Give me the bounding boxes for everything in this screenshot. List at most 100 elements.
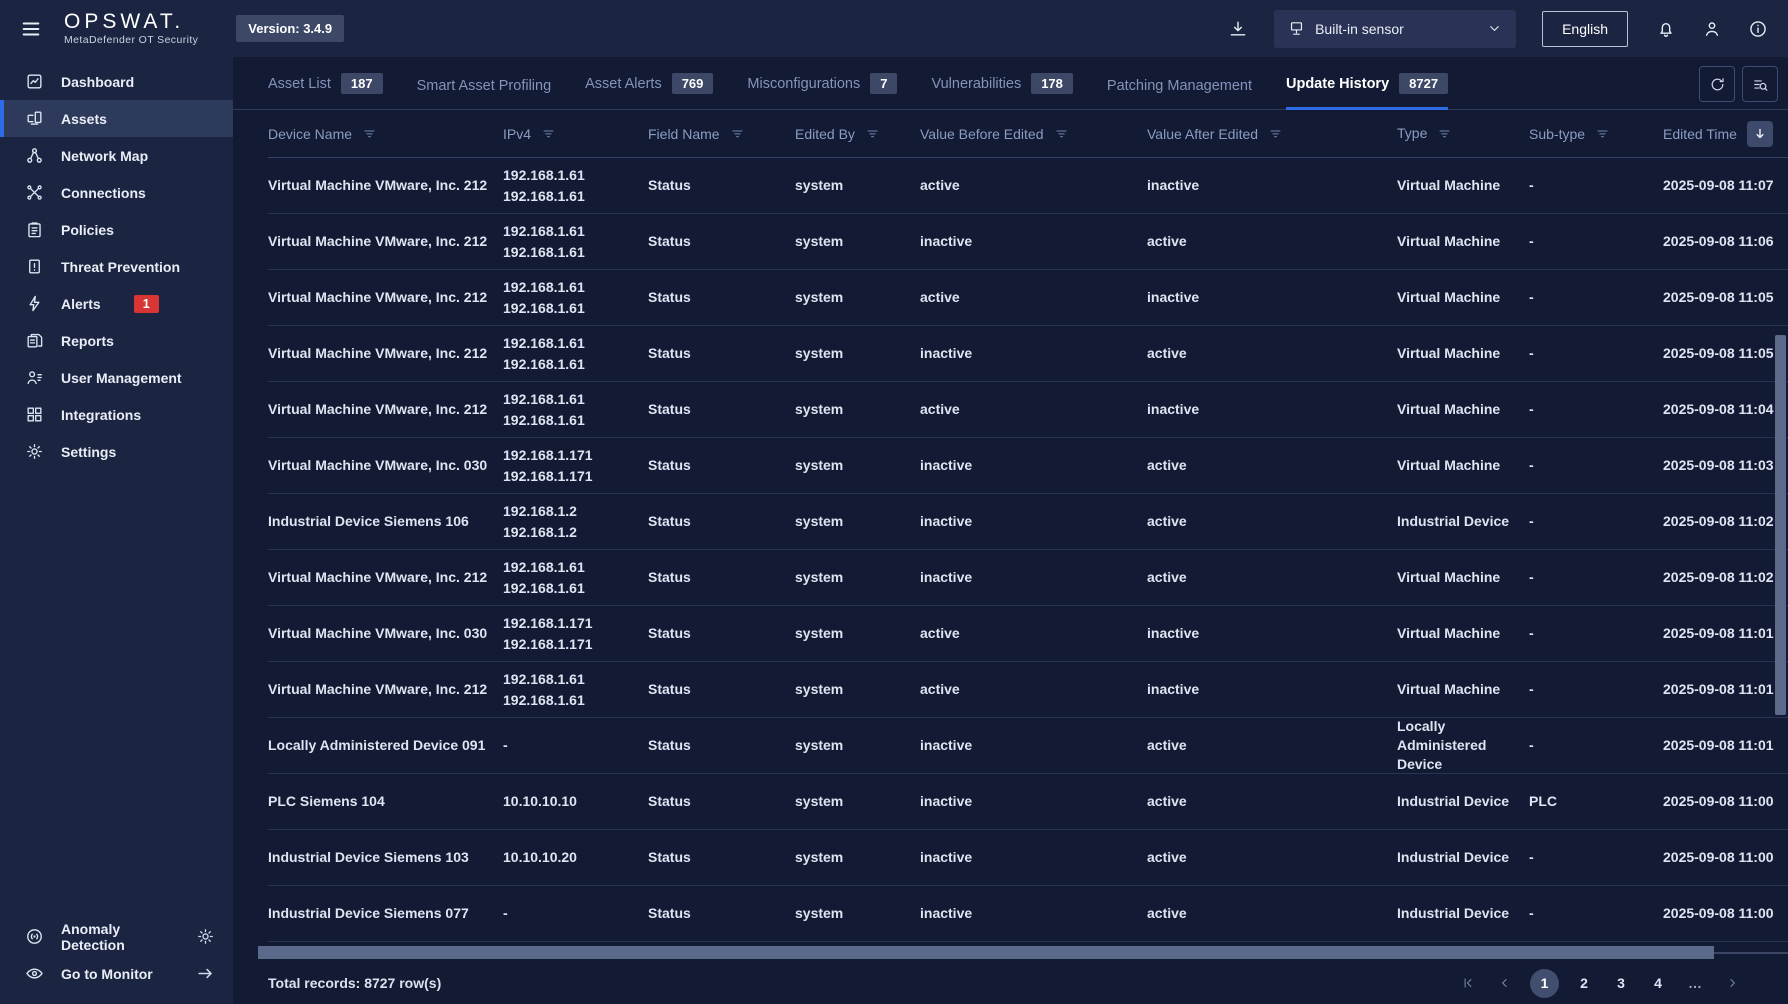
sidebar-item-go-to-monitor[interactable]: Go to Monitor [0,955,233,992]
sidebar-item-reports[interactable]: Reports [0,322,233,359]
cell-before: inactive [920,512,973,529]
gear-icon[interactable] [196,927,215,946]
first-page-button[interactable] [1456,969,1480,997]
cell-ip: - [503,735,648,756]
download-button[interactable] [1228,19,1248,39]
tab-asset-list[interactable]: Asset List 187 [268,73,383,110]
cell-field: Status [648,568,691,585]
cell-type: Virtual Machine [1397,625,1501,642]
vertical-scrollbar-thumb[interactable] [1775,335,1786,715]
sidebar-item-label: Alerts [61,295,101,312]
chevron-left-icon [1498,976,1512,990]
sidebar-item-alerts[interactable]: Alerts 1 [0,285,233,322]
table-row[interactable]: Industrial Device Siemens 077 - Status syst… [268,886,1788,942]
table-row[interactable]: Virtual Machine VMware, Inc. 212 192.168.… [268,662,1788,718]
next-page-button[interactable] [1720,969,1744,997]
sidebar-item-policies[interactable]: Policies [0,211,233,248]
table-row[interactable]: Industrial Device Siemens 106 192.168.1.2… [268,494,1788,550]
table-row[interactable]: Virtual Machine VMware, Inc. 030 192.168.… [268,606,1788,662]
cell-subtype: - [1529,232,1534,249]
table-row[interactable]: Virtual Machine VMware, Inc. 212 192.168.… [268,214,1788,270]
column-header-edited_by[interactable]: Edited By [795,126,920,142]
column-header-type[interactable]: Type [1397,124,1529,143]
scrollbar-thumb[interactable] [258,946,1714,959]
column-header-ip[interactable]: IPv4 [503,126,648,142]
sidebar-item-anomaly-detection[interactable]: Anomaly Detection [0,918,233,955]
page-button-3[interactable]: 3 [1609,969,1633,997]
sidebar-item-label: Settings [61,443,117,460]
cell-device: PLC Siemens 104 [268,792,385,809]
refresh-button[interactable] [1699,66,1735,102]
cell-edited_by: system [795,736,844,753]
column-label: Edited Time [1663,125,1737,142]
tab-label: Vulnerabilities [931,75,1022,92]
table-row[interactable]: Industrial Device Siemens 103 10.10.10.20… [268,830,1788,886]
cell-ip: 192.168.1.2 192.168.1.2 [503,501,648,543]
cell-before: inactive [920,904,973,921]
table-row[interactable]: PLC Siemens 104 10.10.10.10 Status system in… [268,774,1788,830]
cell-ip: 192.168.1.61 192.168.1.61 [503,389,648,431]
column-header-device[interactable]: Device Name [268,126,503,142]
cell-time: 2025-09-08 11:01 [1663,736,1774,753]
cell-ip: 192.168.1.61 192.168.1.61 [503,669,648,711]
sort-desc-button[interactable] [1746,120,1773,147]
sidebar-item-threat-prevention[interactable]: Threat Prevention [0,248,233,285]
table-row[interactable]: Virtual Machine VMware, Inc. 212 192.168.… [268,158,1788,214]
cell-before: inactive [920,848,973,865]
table-row[interactable]: Virtual Machine VMware, Inc. 212 192.168.… [268,270,1788,326]
cell-time: 2025-09-08 11:03 [1663,456,1774,473]
language-button[interactable]: English [1542,10,1628,47]
vertical-scrollbar[interactable] [1775,158,1786,998]
cell-field: Status [648,736,691,753]
sidebar-item-settings[interactable]: Settings [0,433,233,470]
ip-line: 192.168.1.61 [503,558,585,575]
sidebar-item-user-management[interactable]: User Management [0,359,233,396]
column-header-time[interactable]: Edited Time [1663,120,1788,147]
cell-after: active [1147,568,1187,585]
column-header-before[interactable]: Value Before Edited [920,126,1147,142]
info-button[interactable] [1748,19,1768,39]
cell-time: 2025-09-08 11:05 [1663,288,1774,305]
tab-smart-asset-profiling[interactable]: Smart Asset Profiling [417,78,552,110]
tab-update-history[interactable]: Update History 8727 [1286,73,1449,110]
network-icon [25,146,44,165]
horizontal-scrollbar[interactable] [258,946,1788,959]
table-row[interactable]: Virtual Machine VMware, Inc. 030 192.168.… [268,438,1788,494]
table-row[interactable]: Locally Administered Device 091 - Status sy… [268,718,1788,774]
sidebar-item-connections[interactable]: Connections [0,174,233,211]
sidebar-item-dashboard[interactable]: Dashboard [0,63,233,100]
menu-icon[interactable] [20,18,42,40]
arrow-right-icon[interactable] [196,964,215,983]
table-row[interactable]: Virtual Machine VMware, Inc. 212 192.168.… [268,550,1788,606]
tab-misconfigurations[interactable]: Misconfigurations 7 [747,73,898,110]
cell-edited_by: system [795,344,844,361]
sidebar-item-integrations[interactable]: Integrations [0,396,233,433]
cell-before: inactive [920,344,973,361]
column-header-field[interactable]: Field Name [648,126,795,142]
tab-vulnerabilities[interactable]: Vulnerabilities 178 [931,73,1073,110]
sensor-dropdown[interactable]: Built-in sensor [1274,9,1517,48]
table-row[interactable]: Virtual Machine VMware, Inc. 212 192.168.… [268,382,1788,438]
page-button-2[interactable]: 2 [1572,969,1596,997]
cell-type: Virtual Machine [1397,457,1501,474]
sidebar-item-network-map[interactable]: Network Map [0,137,233,174]
pagination-ellipsis: … [1688,975,1702,991]
user-account-button[interactable] [1702,19,1722,39]
filter-icon [1595,126,1610,141]
column-header-subtype[interactable]: Sub-type [1529,126,1663,142]
prev-page-button[interactable] [1493,969,1517,997]
cell-ip: 192.168.1.61 192.168.1.61 [503,277,648,319]
ip-line: 192.168.1.61 [503,278,585,295]
tab-asset-alerts[interactable]: Asset Alerts 769 [585,73,714,110]
page-button-4[interactable]: 4 [1646,969,1670,997]
notifications-button[interactable] [1656,19,1676,39]
tab-patching-management[interactable]: Patching Management [1107,78,1252,110]
cell-ip: 192.168.1.171 192.168.1.171 [503,613,648,655]
page-button-1[interactable]: 1 [1530,968,1559,998]
column-header-after[interactable]: Value After Edited [1147,126,1397,142]
column-search-button[interactable] [1742,66,1778,102]
cell-type: Industrial Device [1397,793,1510,810]
table-row[interactable]: Virtual Machine VMware, Inc. 212 192.168.… [268,326,1788,382]
sidebar-item-assets[interactable]: Assets [0,100,233,137]
cell-time: 2025-09-08 11:02 [1663,512,1774,529]
